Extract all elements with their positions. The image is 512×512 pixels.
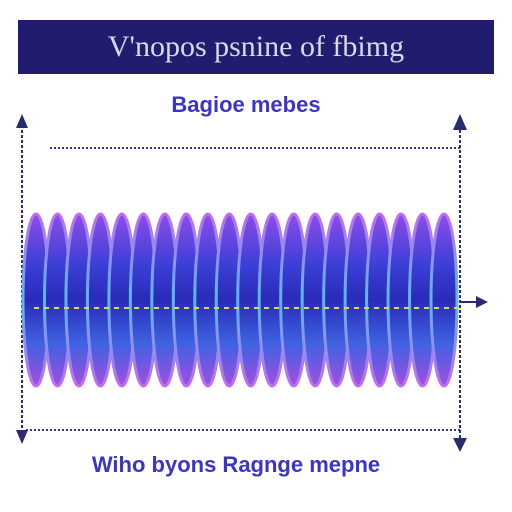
header-band bbox=[18, 20, 494, 74]
coil bbox=[21, 212, 459, 388]
title: V'nopos psnine of fbimg bbox=[108, 30, 404, 63]
coil-ring bbox=[429, 212, 459, 388]
arrow-head bbox=[16, 114, 28, 128]
top-label: Bagioe mebes bbox=[171, 92, 320, 117]
arrow-head bbox=[453, 438, 467, 452]
arrow-head bbox=[16, 430, 28, 444]
bottom-label: Wiho byons Ragnge mepne bbox=[92, 452, 380, 477]
arrow-head bbox=[453, 114, 467, 130]
arrow-head bbox=[476, 296, 488, 308]
